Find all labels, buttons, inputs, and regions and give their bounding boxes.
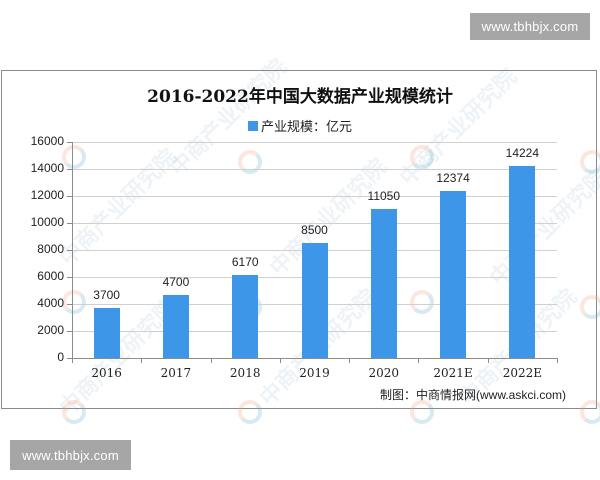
x-tick	[72, 358, 73, 363]
y-tick	[67, 169, 72, 170]
bar-2019	[301, 243, 328, 358]
y-tick-label: 4000	[37, 296, 64, 310]
x-tick-label: 2018	[229, 366, 261, 380]
y-tick-label: 0	[57, 350, 64, 364]
x-tick-label: 2020	[368, 366, 400, 380]
bar-value-label: 8500	[301, 223, 328, 238]
x-tick	[141, 358, 143, 363]
x-tick-label: 2016	[91, 366, 122, 380]
y-tick	[67, 304, 72, 305]
bar-2018	[232, 274, 259, 358]
chart-legend: 产业规模：亿元	[0, 116, 600, 135]
watermark-badge-top: www.tbhbjx.com	[470, 13, 590, 40]
y-tick-label: 16000	[30, 134, 64, 148]
y-tick-label: 6000	[37, 269, 64, 283]
legend-label: 产业规模：亿元	[260, 120, 352, 135]
gridline	[72, 196, 557, 197]
y-tick	[67, 142, 72, 143]
y-tick	[67, 223, 72, 224]
y-axis-line	[72, 142, 73, 359]
y-tick-label: 2000	[37, 323, 64, 337]
gridline	[72, 223, 557, 224]
bar-value-label: 3700	[93, 288, 120, 303]
bar-value-label: 6170	[231, 254, 259, 269]
x-tick-label: 2022E	[502, 366, 542, 380]
bar-2020	[370, 208, 397, 358]
y-tick	[67, 250, 72, 251]
x-tick	[557, 358, 558, 363]
y-tick-label: 10000	[30, 215, 64, 229]
x-tick	[418, 358, 420, 363]
x-axis-line	[72, 358, 558, 359]
x-tick-label: 2021E	[433, 366, 473, 380]
source-url: (www.askci.com)	[475, 388, 566, 402]
source-credit: 制图：中商情报网(www.askci.com)	[380, 386, 566, 403]
chart-title: 2016-2022年中国大数据产业规模统计	[147, 87, 453, 107]
y-tick	[67, 196, 72, 197]
bar-2021E	[440, 190, 467, 358]
x-tick	[279, 358, 281, 363]
y-tick	[67, 277, 72, 278]
gridline	[72, 169, 557, 170]
bar-value-label: 11050	[367, 188, 401, 203]
x-tick-label: 2017	[160, 366, 192, 380]
x-tick	[349, 358, 351, 363]
bar-value-label: 12374	[436, 170, 470, 185]
source-label: 制图：中商情报网	[379, 388, 476, 402]
x-tick-label: 2019	[299, 366, 330, 380]
y-tick-label: 12000	[30, 188, 64, 202]
x-tick	[210, 358, 212, 363]
bar-value-label: 14224	[505, 145, 540, 160]
bar-2017	[162, 294, 189, 358]
gridline	[72, 142, 557, 143]
bar-2022E	[509, 165, 536, 358]
x-tick	[487, 358, 489, 363]
y-tick	[67, 358, 72, 359]
bar-2016	[93, 308, 120, 358]
bar-value-label: 4700	[162, 274, 190, 289]
y-tick	[67, 331, 72, 332]
y-tick-label: 8000	[37, 242, 64, 256]
watermark-badge-bottom: www.tbhbjx.com	[10, 440, 131, 470]
y-tick-label: 14000	[30, 161, 64, 175]
legend-swatch-icon	[247, 120, 258, 131]
